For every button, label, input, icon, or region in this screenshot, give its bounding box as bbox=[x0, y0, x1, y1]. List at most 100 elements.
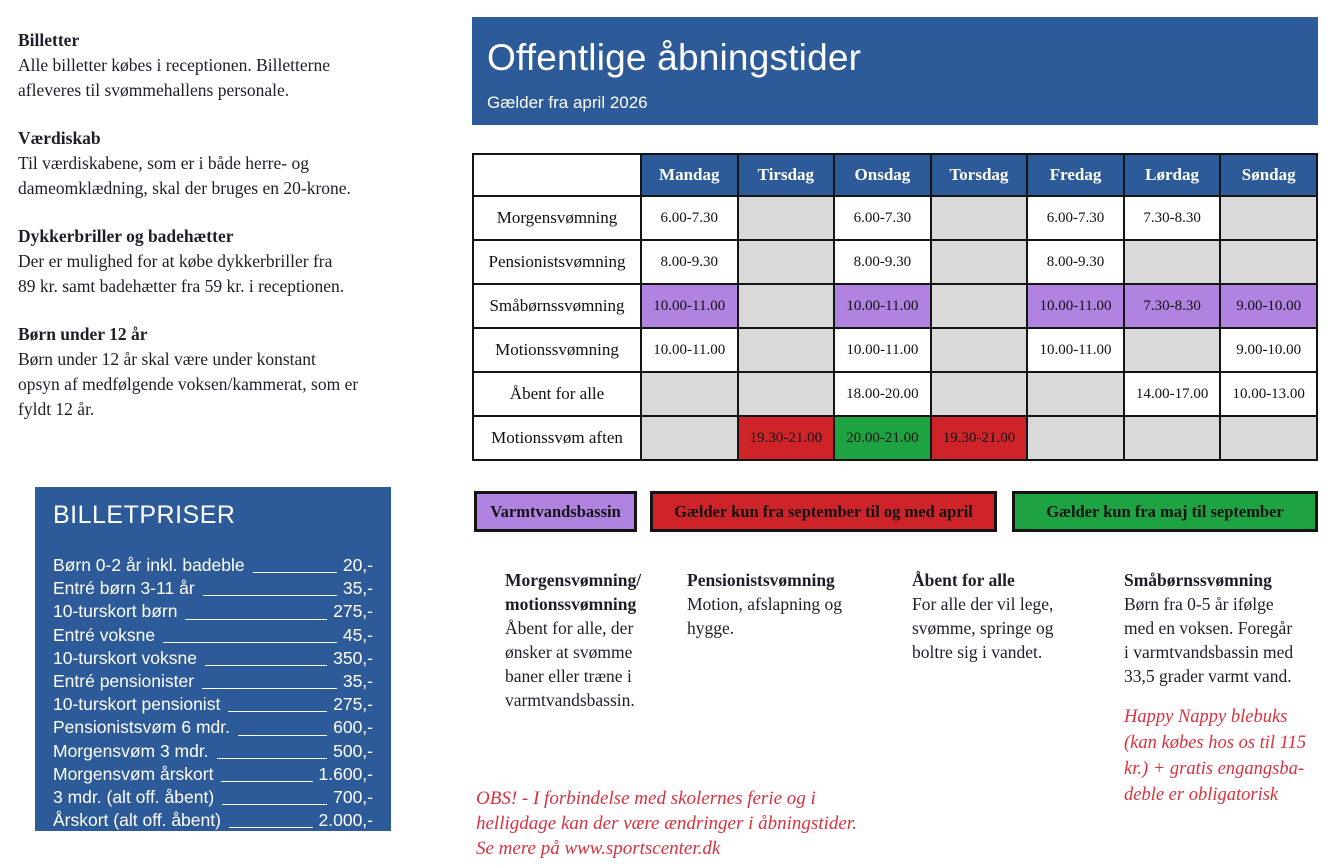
price-item-value: 1.600,- bbox=[318, 763, 373, 784]
activity-label: Pensionistsvømning bbox=[472, 239, 642, 285]
schedule-cell: 9.00-10.00 bbox=[1219, 327, 1318, 373]
schedule-cell bbox=[736, 327, 836, 373]
price-item-label: 10-turskort børn bbox=[53, 601, 178, 622]
price-item-label: Børn 0-2 år inkl. badeble bbox=[53, 555, 245, 575]
schedule-row: Pensionistsvømning 8.00-9.30 8.00-9.30 8.00… bbox=[472, 239, 1318, 285]
price-item-value: 45,- bbox=[342, 624, 373, 645]
price-item-value: 500,- bbox=[333, 740, 373, 761]
description-morgensvoemning: Morgensvømning/ motionssvømning Åbent fo… bbox=[505, 568, 685, 712]
schedule-cell: 8.00-9.30 bbox=[1026, 239, 1125, 285]
price-fill-line bbox=[228, 711, 328, 713]
schedule-cell bbox=[1026, 415, 1125, 461]
price-item: Entré pensionister 35,- bbox=[53, 670, 373, 693]
price-item: Morgensvøm 3 mdr. 500,- bbox=[53, 740, 373, 763]
price-item: Entré voksne 45,- bbox=[53, 624, 373, 647]
page-subtitle: Gælder fra april 2026 bbox=[487, 93, 648, 112]
price-item-label: 10-turskort pensionist bbox=[53, 694, 221, 715]
opening-hours-table: Mandag Tirsdag Onsdag Torsdag Fredag Lørdag Sø… bbox=[472, 153, 1318, 461]
price-fill-line bbox=[238, 734, 328, 736]
schedule-cell bbox=[1122, 327, 1222, 373]
schedule-cell: 10.00-11.00 bbox=[640, 327, 739, 373]
price-item-label: Morgensvøm 3 mdr. bbox=[53, 740, 209, 761]
price-item-label: Morgensvøm årskort bbox=[53, 763, 214, 784]
obs-note: OBS! - I forbindelse med skolernes ferie… bbox=[476, 788, 857, 859]
page-title: Offentlige åbningstider bbox=[487, 37, 862, 78]
activity-label: Småbørnssvømning bbox=[472, 283, 642, 329]
schedule-row: Småbørnssvømning 10.00-11.00 10.00-11.00 10… bbox=[472, 283, 1318, 329]
price-fill-line bbox=[202, 688, 337, 690]
section-heading: Værdiskab bbox=[18, 128, 101, 148]
price-item-value: 275,- bbox=[333, 694, 373, 715]
schedule-row: Motionssvøm aften 19.30-21.00 20.00-21.00 1… bbox=[472, 415, 1318, 461]
activity-label: Motionssvømning bbox=[472, 327, 642, 373]
price-fill-line bbox=[221, 781, 313, 783]
schedule-cell bbox=[736, 239, 836, 285]
schedule-cell bbox=[640, 415, 739, 461]
day-header: Onsdag bbox=[833, 153, 932, 197]
schedule-cell: 18.00-20.00 bbox=[833, 371, 932, 417]
description-title: Åbent for alle bbox=[912, 570, 1015, 590]
section-heading: Dykkerbriller og badehætter bbox=[18, 226, 234, 246]
day-header: Søndag bbox=[1219, 153, 1318, 197]
price-item-label: Entré voksne bbox=[53, 624, 156, 645]
price-item-label: Entré børn 3-11 år bbox=[53, 578, 195, 599]
price-fill-line bbox=[163, 641, 337, 643]
price-fill-line bbox=[216, 757, 328, 759]
description-title: Småbørnssvømning bbox=[1124, 570, 1272, 590]
schedule-cell bbox=[1219, 195, 1318, 241]
header-banner: Offentlige åbningstider Gælder fra april… bbox=[472, 17, 1318, 125]
day-header: Fredag bbox=[1026, 153, 1125, 197]
legend-may-september: Gælder kun fra maj til september bbox=[1012, 491, 1318, 532]
price-item-value: 35,- bbox=[342, 671, 373, 692]
price-item-label: 3 mdr. (alt off. åbent) bbox=[53, 787, 215, 808]
section-body: Til værdiskabene, som er i både herre- o… bbox=[18, 153, 351, 198]
price-item-value: 600,- bbox=[333, 717, 373, 738]
price-item: 10-turskort voksne 350,- bbox=[53, 647, 373, 670]
schedule-cell: 10.00-11.00 bbox=[640, 283, 739, 329]
schedule-cell: 6.00-7.30 bbox=[1026, 195, 1125, 241]
schedule-row: Motionssvømning 10.00-11.00 10.00-11.00 10.… bbox=[472, 327, 1318, 373]
price-item-value: 700,- bbox=[333, 787, 373, 808]
description-body: Åbent for alle, der ønsker at svømme ban… bbox=[505, 618, 635, 710]
activity-label: Åbent for alle bbox=[472, 371, 642, 417]
description-title: Pensionistsvømning bbox=[687, 570, 835, 590]
price-item: Pensionistsvøm 6 mdr. 600,- bbox=[53, 716, 373, 739]
schedule-row: Åbent for alle 18.00-20.00 14.00-17.00 10.0… bbox=[472, 371, 1318, 417]
schedule-cell bbox=[1219, 239, 1318, 285]
happy-nappy-note: Happy Nappy blebuks (kan købes hos os ti… bbox=[1124, 707, 1307, 805]
info-column: Billetter Alle billetter købes i recepti… bbox=[18, 28, 450, 445]
legend-warm-water: Varmtvandsbassin bbox=[474, 491, 637, 532]
description-smaaboernssvoemning: Småbørnssvømning Børn fra 0-5 år ifølge … bbox=[1124, 568, 1326, 808]
price-item: Entré børn 3-11 år 35,- bbox=[53, 577, 373, 600]
price-item: Børn 0-2 år inkl. badeble 20,- bbox=[53, 554, 373, 577]
price-fill-line bbox=[228, 827, 313, 829]
schedule-cell bbox=[929, 283, 1029, 329]
schedule-cell bbox=[929, 195, 1029, 241]
price-item: Morgensvøm årskort 1.600,- bbox=[53, 763, 373, 786]
price-item: 10-turskort pensionist 275,- bbox=[53, 693, 373, 716]
description-body: Børn fra 0-5 år ifølge med en voksen. Fo… bbox=[1124, 594, 1294, 686]
schedule-row: Morgensvømning 6.00-7.30 6.00-7.30 6.00-7.3… bbox=[472, 195, 1318, 241]
info-section-billetter: Billetter Alle billetter købes i recepti… bbox=[18, 28, 450, 103]
schedule-cell: 10.00-11.00 bbox=[1026, 327, 1125, 373]
schedule-cell: 10.00-11.00 bbox=[1026, 283, 1125, 329]
price-item-label: Årskort (alt off. åbent) bbox=[53, 810, 221, 831]
schedule-cell: 6.00-7.30 bbox=[640, 195, 739, 241]
schedule-cell: 8.00-9.30 bbox=[833, 239, 932, 285]
day-header: Tirsdag bbox=[736, 153, 836, 197]
schedule-cell bbox=[736, 195, 836, 241]
price-fill-line bbox=[185, 618, 328, 620]
schedule-cell: 6.00-7.30 bbox=[833, 195, 932, 241]
schedule-cell: 10.00-11.00 bbox=[833, 327, 932, 373]
section-body: Der er mulighed for at købe dykkerbrille… bbox=[18, 251, 345, 296]
schedule-cell: 7.30-8.30 bbox=[1122, 195, 1222, 241]
info-section-vaerdiskab: Værdiskab Til værdiskabene, som er i båd… bbox=[18, 126, 450, 201]
section-heading: Billetter bbox=[18, 30, 80, 50]
price-list: Børn 0-2 år inkl. badeble 20,- Entré børn … bbox=[53, 554, 373, 832]
price-item-value: 350,- bbox=[333, 647, 373, 668]
price-fill-line bbox=[222, 804, 328, 806]
description-pensionistsvoemning: Pensionistsvømning Motion, afslapning og… bbox=[687, 568, 892, 640]
schedule-cell: 8.00-9.30 bbox=[640, 239, 739, 285]
table-corner-cell bbox=[472, 153, 642, 197]
price-item-label: 10-turskort voksne bbox=[53, 647, 197, 668]
